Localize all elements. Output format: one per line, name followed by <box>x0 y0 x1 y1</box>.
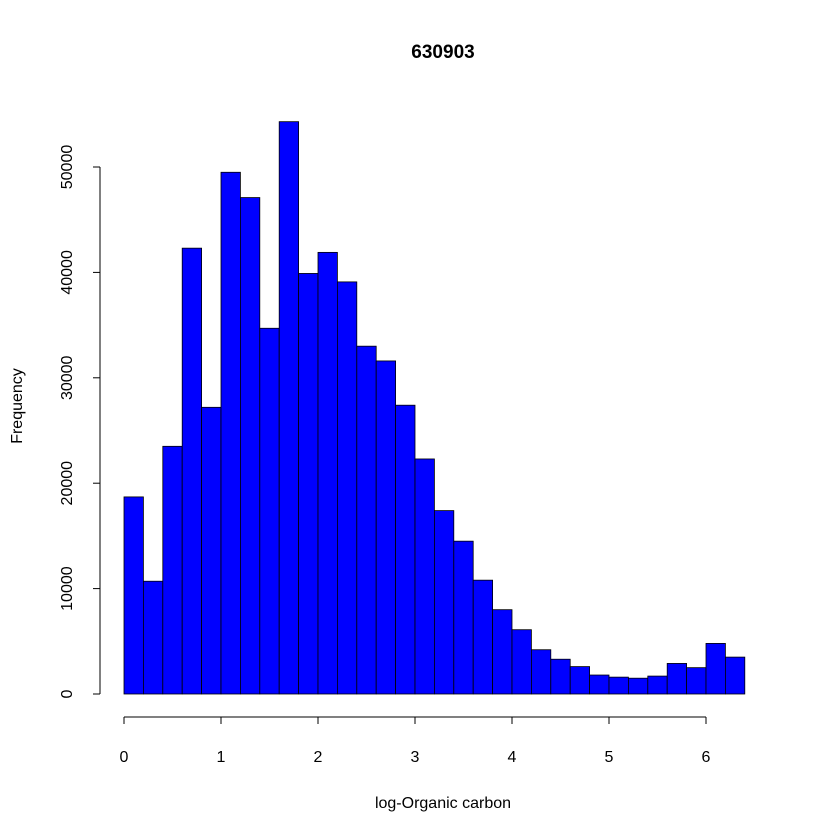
histogram-bar <box>433 510 455 695</box>
histogram-bar <box>550 658 571 695</box>
histogram-bar <box>239 197 261 695</box>
histogram-bar <box>472 579 494 695</box>
histogram-bar <box>608 676 629 695</box>
y-axis-label: Frequency <box>9 368 26 444</box>
histogram-bar <box>628 677 649 695</box>
histogram-bar <box>492 609 513 695</box>
histogram-bar <box>278 121 300 695</box>
histogram-bar <box>181 247 202 695</box>
histogram-bar <box>142 580 164 695</box>
x-axis-label: log-Organic carbon <box>375 795 511 812</box>
histogram-bar <box>705 643 726 695</box>
histogram-bar <box>725 656 746 695</box>
histogram-bar <box>336 281 358 695</box>
histogram-bar <box>453 540 474 695</box>
y-tick-label: 40000 <box>59 250 76 295</box>
y-tick-label: 10000 <box>59 566 76 611</box>
histogram-bar <box>569 666 591 695</box>
y-axis: 0 10000 20000 30000 40000 50000 <box>59 145 101 698</box>
histogram-bar <box>220 171 241 695</box>
x-tick-label: 6 <box>702 749 711 766</box>
x-tick-label: 1 <box>217 749 226 766</box>
x-tick-label: 2 <box>314 749 323 766</box>
x-tick-label: 0 <box>120 749 129 766</box>
histogram-bar <box>647 675 668 695</box>
histogram-bar <box>414 458 435 695</box>
histogram-bar <box>531 649 552 695</box>
x-axis: 0 1 2 3 4 5 6 <box>120 716 711 766</box>
y-tick-label: 0 <box>59 689 76 698</box>
histogram-bar <box>201 406 222 695</box>
histogram-bar <box>356 345 377 695</box>
histogram-bar <box>123 496 144 695</box>
histogram-bar <box>686 667 707 695</box>
histogram-bar <box>298 273 319 695</box>
histogram-bar <box>162 445 183 695</box>
chart-title: 630903 <box>411 42 474 63</box>
histogram-bar <box>511 629 532 695</box>
histogram-bar <box>317 251 338 695</box>
x-tick-label: 5 <box>605 749 614 766</box>
histogram-bar <box>589 674 610 695</box>
x-tick-label: 4 <box>508 749 517 766</box>
bars-group <box>123 121 746 695</box>
y-tick-label: 50000 <box>59 145 76 190</box>
y-tick-label: 20000 <box>59 461 76 506</box>
histogram-bar <box>666 663 688 695</box>
histogram-bar <box>375 360 397 695</box>
histogram-bar <box>259 327 280 695</box>
y-tick-label: 30000 <box>59 355 76 400</box>
histogram-bar <box>395 404 416 695</box>
x-tick-label: 3 <box>411 749 420 766</box>
